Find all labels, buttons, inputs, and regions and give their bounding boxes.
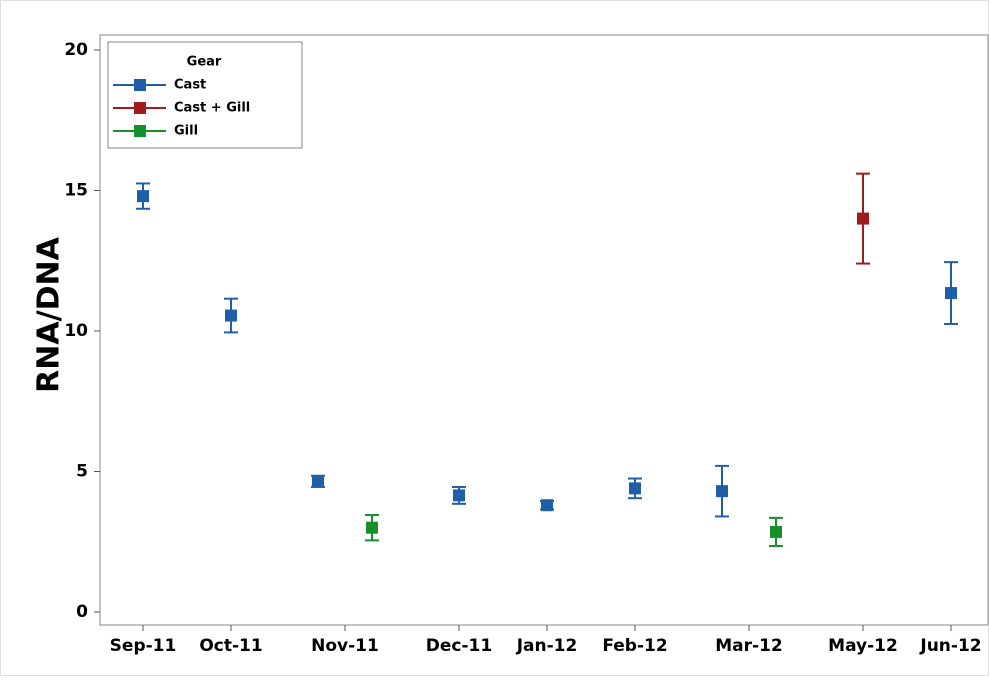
point — [541, 499, 553, 512]
point — [312, 475, 324, 488]
point — [453, 489, 465, 502]
x-tick-label: Dec-11 — [426, 636, 492, 656]
point — [945, 287, 957, 300]
point — [225, 309, 237, 322]
x-tick-label: Sep-11 — [110, 636, 177, 656]
x-tick-label: Oct-11 — [199, 636, 262, 656]
point — [137, 190, 149, 203]
x-tick-label: Mar-12 — [715, 636, 783, 656]
x-tick-label: May-12 — [828, 636, 898, 656]
legend-label: Cast + Gill — [174, 101, 250, 116]
point — [770, 525, 782, 538]
legend-label: Cast — [174, 78, 206, 93]
x-tick-label: Jan-12 — [516, 636, 578, 656]
point — [857, 212, 869, 225]
y-tick-label: 20 — [64, 40, 88, 60]
x-tick-label: Nov-11 — [311, 636, 379, 656]
y-axis-label: RNA/DNA — [32, 236, 67, 392]
legend-label: Gill — [174, 124, 198, 139]
legend-marker — [134, 79, 146, 91]
y-tick-label: 0 — [76, 602, 88, 622]
y-tick-label: 5 — [76, 462, 88, 482]
legend-marker — [134, 125, 146, 137]
point — [629, 482, 641, 495]
point — [716, 485, 728, 498]
plot-frame — [99, 34, 989, 626]
y-tick-label: 15 — [64, 181, 88, 201]
y-tick-label: 10 — [64, 321, 88, 341]
x-tick-label: Feb-12 — [602, 636, 667, 656]
legend-title: Gear — [187, 55, 222, 70]
point — [366, 521, 378, 534]
legend-marker — [134, 102, 146, 114]
x-tick-label: Jun-12 — [919, 636, 981, 656]
